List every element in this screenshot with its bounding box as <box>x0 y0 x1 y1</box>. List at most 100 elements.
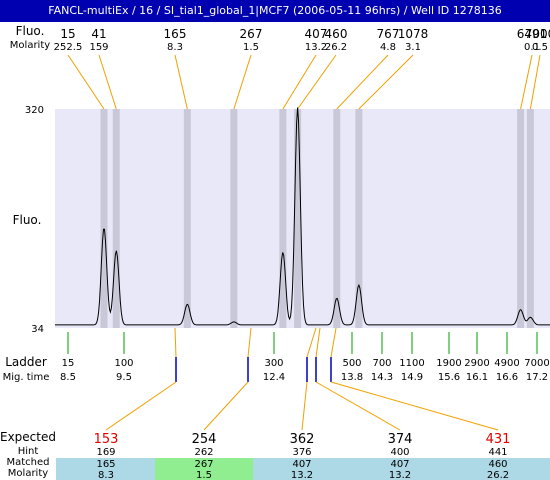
peak-size-label: 41 <box>91 27 106 41</box>
expected-connector-line <box>330 381 499 431</box>
peak-connector-line <box>67 54 105 110</box>
peak-band <box>112 109 120 328</box>
hint-size: 441 <box>488 447 507 458</box>
matched-cell-bg <box>56 458 155 480</box>
ladder-time: 17.2 <box>526 372 548 383</box>
ladder-title: Ladder <box>5 355 47 369</box>
peak-band <box>526 109 534 328</box>
window-title: FANCL-multiEx / 16 / SI_tial1_global_1|M… <box>0 0 550 22</box>
ladder-time: 9.5 <box>116 372 132 383</box>
expected-row-label: Molarity <box>8 468 48 479</box>
ladder-size: 100 <box>114 358 133 369</box>
hint-size: 169 <box>96 447 115 458</box>
peak-size-label: 460 <box>325 27 348 41</box>
peak-molarity-label: 4.8 <box>380 42 396 53</box>
peak-band <box>183 109 191 328</box>
peak-band <box>279 109 287 328</box>
peak-size-label: 7000 <box>525 27 550 41</box>
peak-connector-line <box>358 54 414 110</box>
peak-molarity-label: 0.5 <box>532 42 548 53</box>
ladder-time: 12.4 <box>263 372 285 383</box>
peak-connector-line <box>297 54 337 110</box>
ladder-size: 7000 <box>524 358 549 369</box>
peak-size-label: 6491 <box>517 27 548 41</box>
y-min-label: 34 <box>31 324 44 335</box>
expected-size: 431 <box>486 432 511 447</box>
marker-connector-line <box>247 327 252 358</box>
peak-band <box>230 109 238 328</box>
matched-cell-bg <box>449 458 550 480</box>
peak-connector-line <box>520 54 533 110</box>
matched-molarity: 8.3 <box>98 470 114 480</box>
ladder-time: 16.6 <box>496 372 518 383</box>
expected-connector-line <box>301 381 308 431</box>
expected-connector-line <box>203 381 249 431</box>
plot-area <box>55 109 550 328</box>
ladder-time: 16.1 <box>466 372 488 383</box>
peak-connector-line <box>98 54 117 110</box>
peak-size-label: 1078 <box>398 27 429 41</box>
peak-band <box>333 109 341 328</box>
y-axis-label: Fluo. <box>13 213 42 227</box>
ladder-size: 4900 <box>494 358 519 369</box>
ladder-size: 15 <box>62 358 75 369</box>
matched-size: 407 <box>390 459 409 470</box>
peak-band <box>517 109 525 328</box>
marker-connector-line <box>315 327 321 358</box>
peak-connector-line <box>174 54 188 110</box>
ladder-size: 500 <box>342 358 361 369</box>
ladder-time: 14.3 <box>371 372 393 383</box>
marker-connector-line <box>306 327 317 358</box>
peak-band <box>100 109 108 328</box>
ladder-size: 700 <box>372 358 391 369</box>
peak-connector-line <box>529 54 541 110</box>
peak-size-label: 267 <box>240 27 263 41</box>
ladder-size: 1100 <box>399 358 424 369</box>
peak-molarity-label: 252.5 <box>54 42 83 53</box>
fluorescence-trace <box>55 107 550 326</box>
top-size-label: Fluo. <box>16 24 45 38</box>
matched-molarity: 13.2 <box>291 470 313 480</box>
peak-band <box>355 109 363 328</box>
ladder-time: 15.6 <box>438 372 460 383</box>
expected-size: 362 <box>290 432 315 447</box>
matched-molarity: 13.2 <box>389 470 411 480</box>
matched-size: 165 <box>96 459 115 470</box>
matched-size: 407 <box>292 459 311 470</box>
peak-molarity-label: 159 <box>89 42 108 53</box>
expected-connector-line <box>105 381 177 431</box>
expected-size: 153 <box>94 432 119 447</box>
hint-size: 400 <box>390 447 409 458</box>
matched-cell-bg <box>155 458 253 480</box>
expected-connector-line <box>315 381 401 431</box>
peak-size-label: 767 <box>377 27 400 41</box>
peak-connector-line <box>233 54 252 110</box>
matched-molarity: 1.5 <box>196 470 212 480</box>
hint-size: 376 <box>292 447 311 458</box>
ladder-time: 14.9 <box>401 372 423 383</box>
expected-row-label: Expected <box>0 430 56 444</box>
expected-row-label: Matched <box>6 457 49 468</box>
matched-cell-bg <box>253 458 351 480</box>
top-molarity-label: Molarity <box>10 40 50 51</box>
matched-molarity: 26.2 <box>487 470 509 480</box>
marker-connector-line <box>330 327 337 358</box>
peak-molarity-label: 26.2 <box>325 42 347 53</box>
peak-connector-line <box>336 54 389 110</box>
matched-cell-bg <box>351 458 449 480</box>
peak-connector-line <box>282 54 317 110</box>
peak-molarity-label: 8.3 <box>167 42 183 53</box>
marker-connector-line <box>174 327 177 358</box>
expected-size: 254 <box>192 432 217 447</box>
y-max-label: 320 <box>25 105 44 116</box>
hint-size: 262 <box>194 447 213 458</box>
peak-size-label: 15 <box>60 27 75 41</box>
ladder-subtitle: Mig. time <box>3 372 50 383</box>
peak-band <box>294 109 302 328</box>
peak-molarity-label: 1.5 <box>243 42 259 53</box>
matched-size: 460 <box>488 459 507 470</box>
peak-molarity-label: 3.1 <box>405 42 421 53</box>
peak-size-label: 407 <box>305 27 328 41</box>
ladder-size: 1900 <box>436 358 461 369</box>
